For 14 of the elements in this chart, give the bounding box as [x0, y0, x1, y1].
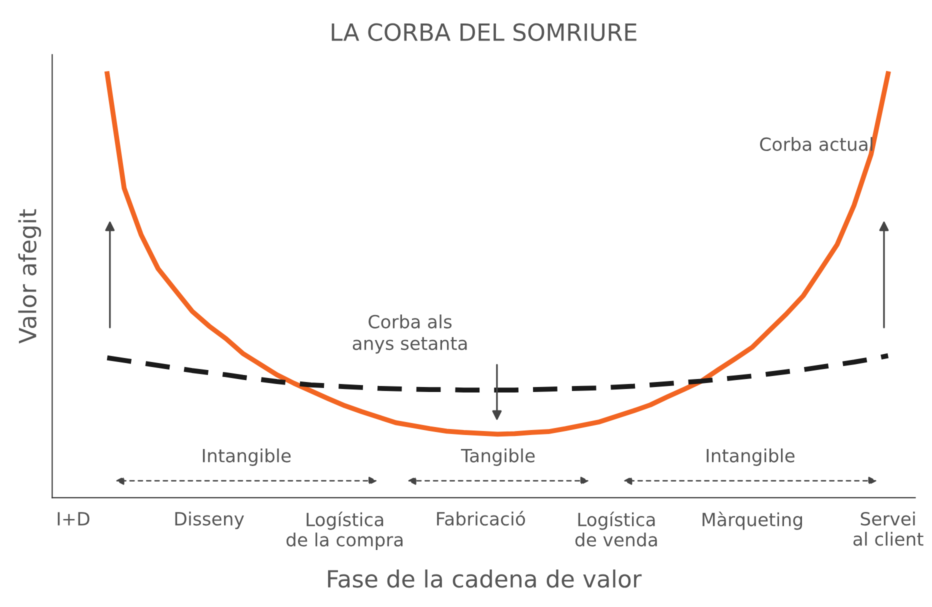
- x-tick-label: Disseny: [175, 512, 244, 530]
- y-axis-title: Valor afegit: [18, 209, 42, 344]
- annotation: Tangible: [460, 448, 535, 466]
- x-axis-title: Fase de la cadena de valor: [328, 569, 642, 588]
- x-tick-label: Fabricació: [437, 510, 526, 526]
- annotation: Intangible: [706, 448, 794, 466]
- x-tick-label: Logística de la compra: [286, 512, 403, 550]
- x-tick-label: I+D: [58, 512, 90, 526]
- chart-title: LA CORBA DEL SOMRIURE: [332, 23, 636, 42]
- series-label: Corba als anys setanta: [352, 314, 467, 354]
- x-tick-label: Màrqueting: [702, 512, 802, 530]
- x-tick-label: Servei al client: [853, 512, 924, 546]
- annotation: Intangible: [202, 448, 291, 466]
- x-tick-label: Logística de venda: [575, 512, 657, 547]
